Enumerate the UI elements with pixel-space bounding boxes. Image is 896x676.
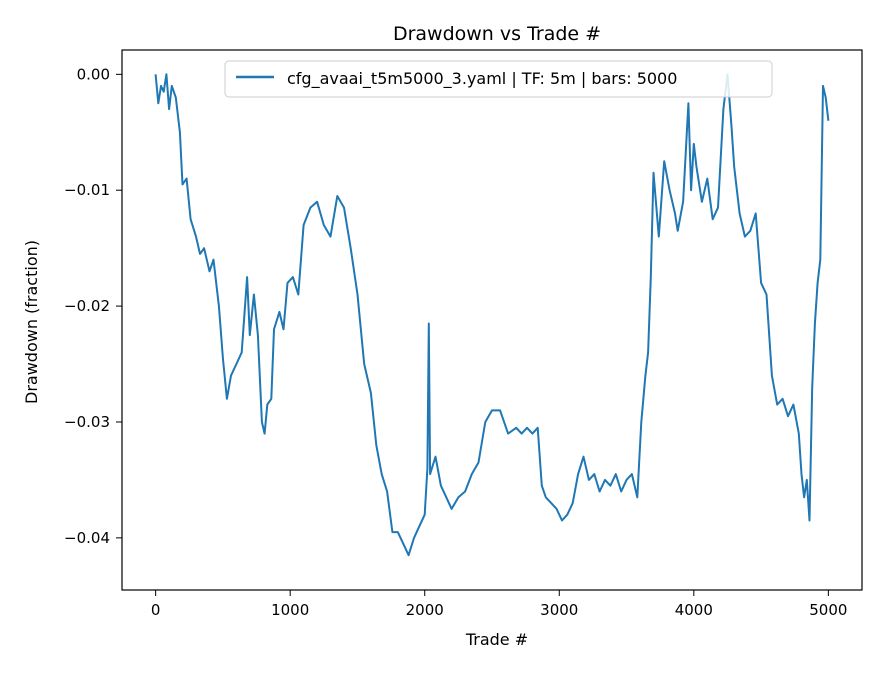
legend-box (224, 60, 773, 98)
y-tick-label: −0.04 (64, 529, 110, 547)
y-axis-label: Drawdown (fraction) (22, 240, 41, 404)
x-tick-label: 5000 (809, 601, 847, 619)
x-tick-label: 2000 (406, 601, 444, 619)
x-tick-label: 0 (151, 601, 161, 619)
y-tick-label: −0.02 (64, 297, 110, 315)
x-tick-label: 3000 (540, 601, 578, 619)
legend: cfg_avaai_t5m5000_3.yaml | TF: 5m | bars… (224, 60, 773, 98)
y-tick-label: 0.00 (77, 65, 110, 83)
series-line-0 (154, 73, 830, 557)
y-tick-label: −0.01 (64, 181, 110, 199)
series-layer (154, 73, 830, 557)
x-tick-label: 1000 (271, 601, 309, 619)
chart-title: Drawdown vs Trade # (393, 23, 601, 45)
axes-frame (121, 49, 863, 591)
ticks-layer: 0 1000 2000 3000 4000 5000 0.00 −0.01 −0.02 −0.03… (64, 65, 847, 619)
x-tick-label: 4000 (675, 601, 713, 619)
legend-label: cfg_avaai_t5m5000_3.yaml | TF: 5m | bars… (287, 69, 677, 89)
x-axis-label: Trade # (465, 630, 528, 649)
y-tick-label: −0.03 (64, 413, 110, 431)
